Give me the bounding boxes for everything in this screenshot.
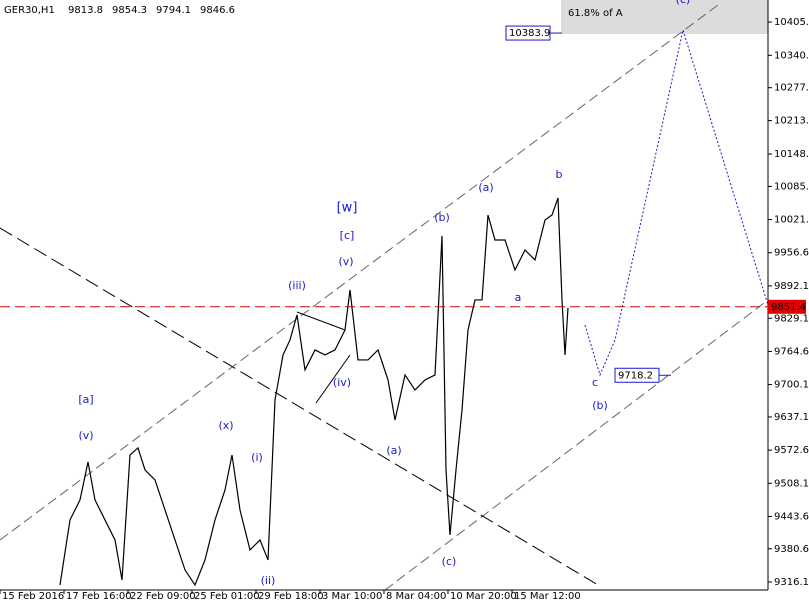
wave-label: b [556, 168, 563, 181]
y-tick-label: 9700.1 [774, 380, 809, 391]
y-tick-label: 9572.6 [774, 445, 809, 456]
wave-label: (c) [442, 555, 457, 568]
x-tick-label: 10 Mar 20:00 [450, 591, 517, 602]
wave-label: (ii) [261, 574, 276, 587]
ohlc-value: 9854.3 [112, 5, 147, 16]
price-line [59, 197, 569, 587]
wave-label: (b) [434, 211, 450, 224]
wave-label: (i) [251, 451, 263, 464]
target-label: 9718.2 [618, 370, 653, 381]
y-tick-label: 9380.6 [774, 544, 809, 555]
y-tick-label: 10021.1 [774, 215, 809, 226]
wave-label: (iv) [333, 376, 351, 389]
y-tick-label: 9764.6 [774, 346, 809, 357]
wave-line [315, 354, 351, 404]
y-tick-label: 10148.6 [774, 149, 809, 160]
last-price-box [768, 299, 806, 314]
wave-label: c [592, 376, 598, 389]
x-tick-label: 8 Mar 04:00 [386, 591, 446, 602]
channel-lines [0, 4, 769, 591]
y-tick-label: 10085.6 [774, 181, 809, 192]
target-zone [561, 0, 768, 34]
wave-line [296, 311, 346, 331]
channel-upper [0, 4, 719, 541]
wave-label: [a] [78, 393, 93, 406]
y-tick-label: 10405.4 [774, 17, 809, 28]
channel-lower [384, 299, 769, 591]
ohlc-value: 9794.1 [156, 5, 191, 16]
y-tick-label: 10340.6 [774, 50, 809, 61]
wave-label: a [515, 291, 522, 304]
x-tick-label: 22 Feb 09:00 [130, 591, 196, 602]
y-tick-label: 9508.1 [774, 478, 809, 489]
wave-label: (v) [78, 429, 93, 442]
y-tick-label: 9316.1 [774, 577, 809, 588]
x-tick-label: 25 Feb 01:00 [194, 591, 260, 602]
projection-line [584, 28, 769, 377]
zone-label: 61.8% of A [568, 8, 623, 19]
x-tick-label: 3 Mar 10:00 [322, 591, 382, 602]
x-tick-label: 15 Mar 12:00 [514, 591, 581, 602]
y-tick-label: 10277.6 [774, 83, 809, 94]
wave-label: (b) [592, 399, 608, 412]
wave-label: (x) [218, 419, 233, 432]
y-tick-label: 9829.1 [774, 313, 809, 324]
ohlc-value: 9846.6 [200, 5, 235, 16]
wave-label: (a) [478, 181, 493, 194]
target-label: 10383.9 [509, 28, 550, 39]
wave-label: [c] [340, 229, 355, 242]
wave-label: (iii) [288, 279, 306, 292]
last-price-label: 9851.4 [771, 302, 806, 313]
y-tick-label: 9892.1 [774, 281, 809, 292]
wave-label: (a) [386, 444, 401, 457]
y-tick-label: 10213.6 [774, 116, 809, 127]
ohlc-value: 9813.8 [68, 5, 103, 16]
wave-label: (v) [338, 255, 353, 268]
y-tick-label: 9956.6 [774, 248, 809, 259]
y-tick-label: 9443.6 [774, 511, 809, 522]
y-tick-label: 9637.1 [774, 412, 809, 423]
trend-line [0, 227, 599, 586]
wave-label: [w] [337, 201, 358, 216]
x-tick-label: 29 Feb 18:00 [258, 591, 324, 602]
wave-label: (c) [676, 0, 691, 6]
symbol: GER30,H1 [4, 5, 55, 16]
x-tick-label: 17 Feb 16:00 [66, 591, 132, 602]
x-tick-label: 15 Feb 2016 [2, 591, 64, 602]
